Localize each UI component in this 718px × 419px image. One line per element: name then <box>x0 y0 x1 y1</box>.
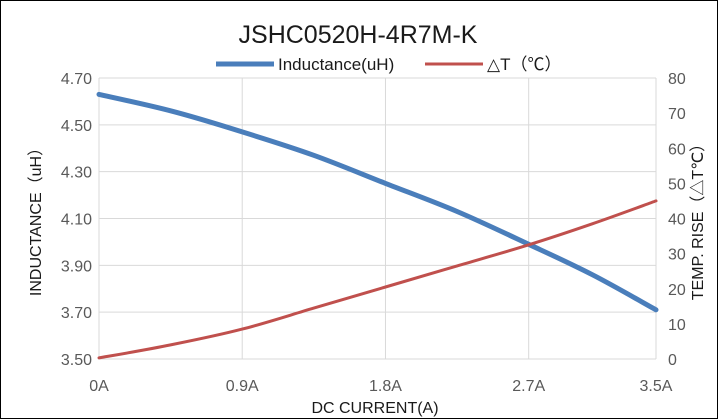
y2-tick-label: 50 <box>668 176 686 193</box>
x-tick-label: 0.9A <box>226 378 259 395</box>
tick-labels: 3.50 3.70 3.90 4.10 4.30 4.50 4.70 0A 0.9A 1.8A 2.… <box>61 71 686 395</box>
y2-tick-label: 0 <box>668 352 677 369</box>
y-tick-label: 3.70 <box>61 305 92 322</box>
legend: Inductance(uH) △T（℃） <box>216 55 561 74</box>
inductance-line <box>96 91 659 313</box>
y2-tick-label: 20 <box>668 282 686 299</box>
legend-label-inductance: Inductance(uH) <box>278 55 394 74</box>
y2-tick-label: 40 <box>668 212 686 229</box>
y2-axis-label: TEMP. RISE（△T℃） <box>689 136 707 300</box>
y-tick-label: 3.90 <box>61 258 92 275</box>
x-axis-label: DC CURRENT(A) <box>311 400 438 417</box>
x-tick-label: 2.7A <box>512 378 545 395</box>
x-tick-label: 3.5A <box>640 378 673 395</box>
y-tick-label: 4.70 <box>61 71 92 88</box>
y-axis-label: INDUCTANCE（uH） <box>27 140 45 296</box>
y2-tick-label: 60 <box>668 141 686 158</box>
y2-tick-label: 70 <box>668 106 686 123</box>
y-tick-label: 4.50 <box>61 118 92 135</box>
chart-title: JSHC0520H-4R7M-K <box>239 21 478 49</box>
y-tick-label: 4.10 <box>61 212 92 229</box>
y2-tick-label: 10 <box>668 317 686 334</box>
temp-rise-line <box>97 199 658 360</box>
y2-tick-label: 30 <box>668 247 686 264</box>
x-tick-label: 1.8A <box>369 378 402 395</box>
x-tick-label: 0A <box>89 378 109 395</box>
y2-tick-label: 80 <box>668 71 686 88</box>
y-tick-label: 3.50 <box>61 352 92 369</box>
legend-label-temp-rise: △T（℃） <box>487 55 561 74</box>
series-lines <box>96 91 659 360</box>
grid-lines <box>98 77 657 360</box>
y-tick-label: 4.30 <box>61 165 92 182</box>
